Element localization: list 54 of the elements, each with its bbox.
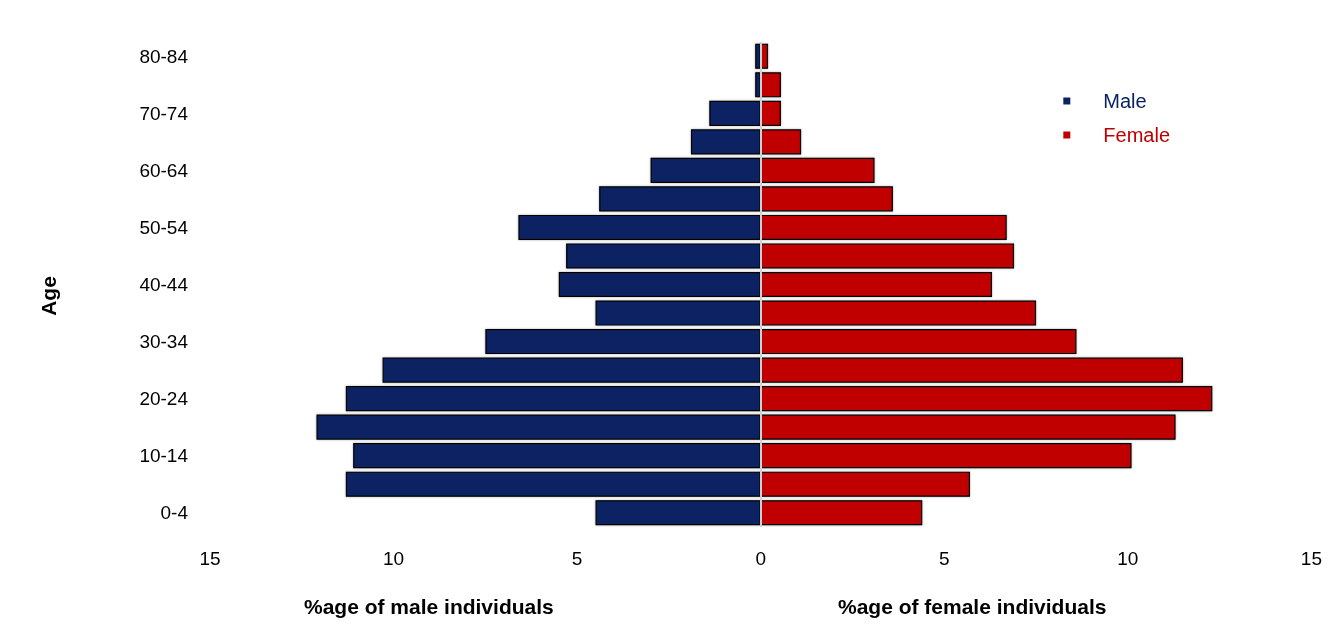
bar [755,43,761,69]
x-tick-label: 10 [1117,548,1139,569]
y-axis-title: Age [36,276,60,316]
bar [760,157,875,183]
bar [760,500,923,526]
y-tick-label: 0-4 [160,502,189,524]
x-tick-label: 5 [571,548,583,569]
bar [760,471,970,497]
bar [595,300,761,326]
bar [760,214,1007,240]
y-tick-label: 40-44 [139,274,189,295]
y-tick-label: 20-24 [139,388,189,410]
x-tick-label: 10 [383,548,405,569]
bar [345,471,761,497]
x-tick-label: 0 [755,548,767,569]
bar [760,186,893,212]
bar [566,243,761,269]
x-axis-title: %age of male individuals [304,595,554,618]
bar [760,386,1213,412]
bar [760,300,1037,326]
bar [690,129,761,155]
bar [650,157,761,183]
bar [760,100,781,126]
bar [316,414,761,440]
bar [345,386,761,412]
x-tick-label: 5 [939,548,950,569]
bar [760,414,1176,440]
x-tick-label: 15 [1300,548,1322,569]
bar [485,329,761,355]
y-tick-label: 10-14 [139,445,189,467]
text: %age of female individuals [838,595,1107,618]
y-tick-label: 70-74 [139,102,189,124]
bar [599,186,761,212]
bar [760,271,993,298]
bar [760,443,1132,469]
bar [709,100,761,126]
bar [760,357,1183,383]
bar [760,243,1015,269]
y-tick-label: 50-54 [139,216,189,238]
y-tick-label: 60-64 [139,159,189,181]
bar [382,357,761,383]
y-tick-label: 80-84 [139,45,189,67]
y-tick-label: 30-34 [139,331,189,353]
legend-label: Female [1103,124,1171,146]
bar [760,129,802,155]
x-tick-label: 15 [199,548,221,569]
bar [558,271,761,298]
bar [760,329,1077,355]
bar [353,443,761,469]
bar [518,214,761,240]
bar [595,500,761,526]
bar [760,72,781,98]
legend-label: Male [1103,90,1147,112]
bar [755,72,761,98]
